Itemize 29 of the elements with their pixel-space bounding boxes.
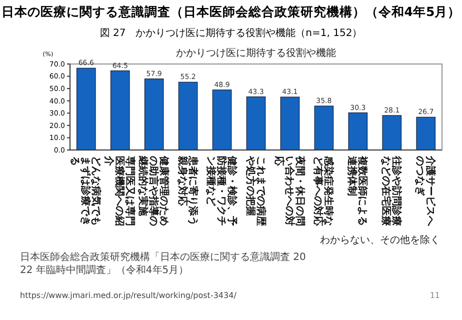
- x-tick-label: 患者に寄り添う親身な対応: [176, 155, 199, 226]
- x-tick-label: 健診・検診、予防接種・ワクチン接種など: [205, 155, 238, 226]
- x-tick-label: これまでの病歴や処方の把握: [244, 155, 267, 227]
- text: https://www.jmari.med.or.jp/result/working/post-3434/: [20, 291, 237, 300]
- x-tick-label: 往診や訪問診療などの在宅医療: [380, 155, 403, 226]
- x-tick-label: 夜間・休日の問い合わせへの対応: [272, 155, 306, 226]
- text: 日本医師会総合政策研究機構「日本の医療に関する意識調査 2022 年臨時中間調査」（令和4年5月）: [20, 251, 306, 276]
- bar: [416, 116, 436, 150]
- bar: [178, 82, 198, 150]
- bar: [76, 68, 96, 150]
- text: わからない、その他を除く: [320, 234, 440, 246]
- bar: [348, 112, 368, 150]
- text: 11: [430, 291, 440, 300]
- text: かかりつけ医に期待する役割や機能: [176, 47, 336, 59]
- bar: [212, 90, 232, 150]
- x-tick-label: 感染症発生時など有事への対応: [312, 155, 335, 227]
- x-tick-label: 健康管理のための助言や指導の継続的な実施: [137, 155, 170, 226]
- bar: [280, 96, 300, 150]
- x-tick-label: どんな病気でもまずは診療できる: [69, 156, 102, 226]
- x-tick-label: 介護サービスへのつなぎ: [414, 155, 437, 227]
- x-tick-label: 複数医師による連携体制: [346, 155, 369, 226]
- chart-title: 日本の医療に関する意識調査（日本医師会総合政策研究機構）（令和4年5月）: [1, 4, 461, 19]
- bar: [110, 70, 130, 150]
- bar: [382, 115, 402, 150]
- bar: [246, 96, 266, 150]
- x-tick-label: 専門医又は専門医療機関への紹介: [103, 155, 136, 226]
- bar: [144, 78, 164, 150]
- bar: [314, 106, 334, 150]
- chart-subtitle: 図 27 かかりつけ医に期待する役割や機能（n=1, 152）: [100, 27, 362, 39]
